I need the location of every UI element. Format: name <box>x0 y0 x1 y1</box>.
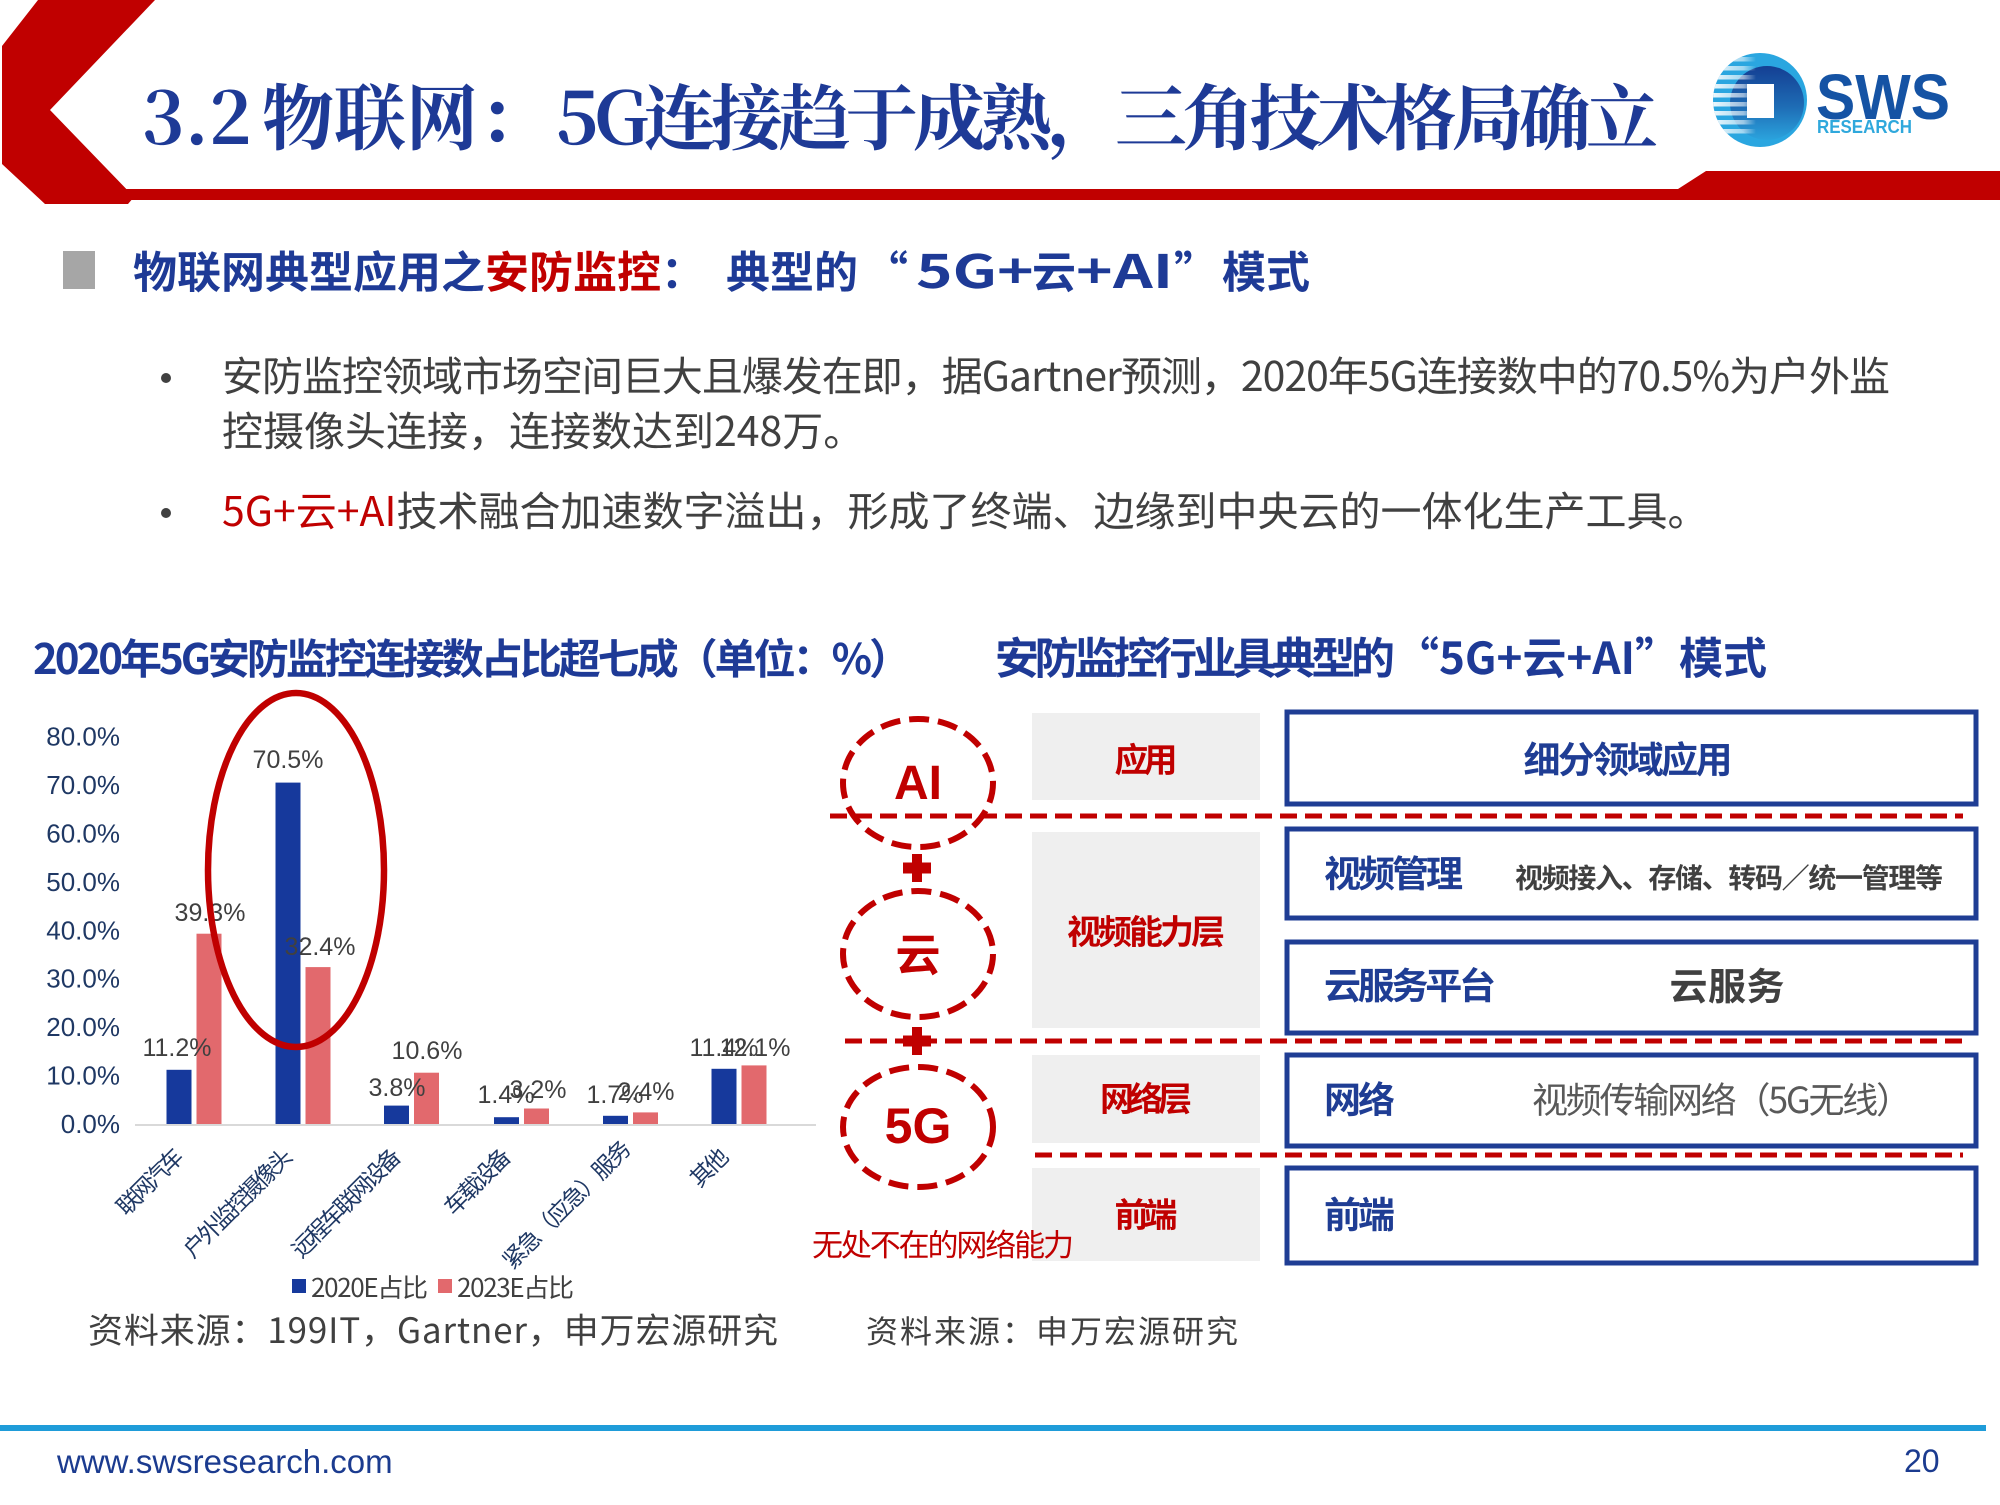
svg-text:5G: 5G <box>885 1098 952 1154</box>
svg-text:20.0%: 20.0% <box>46 1012 120 1042</box>
svg-text:60.0%: 60.0% <box>46 819 120 849</box>
svg-text:AI: AI <box>894 757 942 810</box>
svg-text:3.8%: 3.8% <box>369 1074 426 1102</box>
svg-text:70.5%: 70.5% <box>253 746 324 774</box>
svg-text:80.0%: 80.0% <box>46 722 120 752</box>
svg-text:11.4%: 11.4% <box>689 1034 758 1062</box>
svg-text:3.2%: 3.2% <box>510 1076 567 1104</box>
svg-text:10.6%: 10.6% <box>392 1037 463 1065</box>
svg-text:RESEARCH: RESEARCH <box>1817 117 1912 137</box>
svg-text:SWS: SWS <box>1816 61 1950 133</box>
svg-text:1.7%: 1.7% <box>587 1081 644 1109</box>
svg-text:11.2%: 11.2% <box>142 1034 211 1062</box>
svg-text:1.4%: 1.4% <box>478 1081 535 1109</box>
svg-text:50.0%: 50.0% <box>46 867 120 897</box>
svg-text:30.0%: 30.0% <box>46 964 120 994</box>
svg-text:12.1%: 12.1% <box>720 1034 791 1062</box>
svg-text:10.0%: 10.0% <box>46 1061 120 1091</box>
svg-text:2.4%: 2.4% <box>618 1078 675 1106</box>
svg-text:70.0%: 70.0% <box>46 770 120 800</box>
svg-text:32.4%: 32.4% <box>285 933 356 961</box>
svg-text:20: 20 <box>1904 1443 1940 1479</box>
svg-text:0.0%: 0.0% <box>61 1109 120 1139</box>
svg-text:40.0%: 40.0% <box>46 915 120 945</box>
svg-text:www.swsresearch.com: www.swsresearch.com <box>56 1443 393 1480</box>
